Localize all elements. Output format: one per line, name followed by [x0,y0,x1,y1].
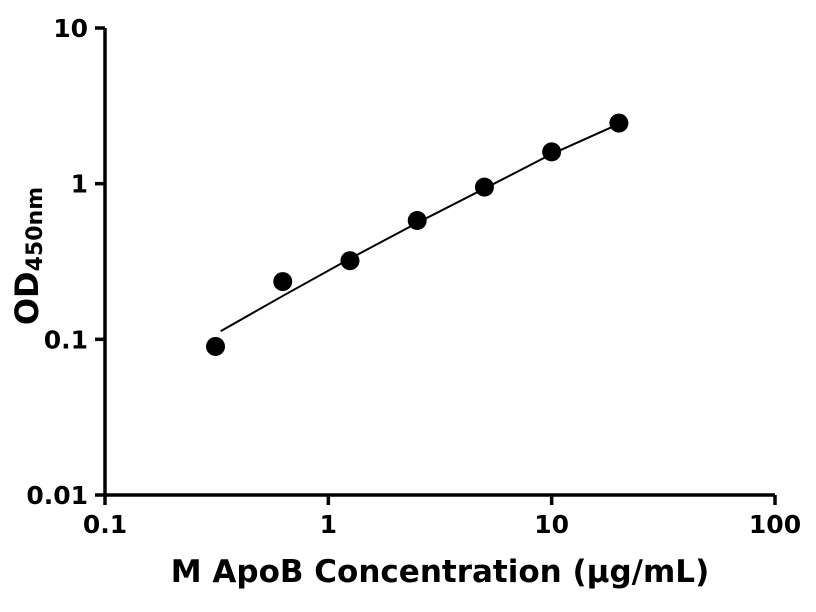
x-tick-label: 1 [320,510,337,539]
y-tick-label: 0.1 [44,325,88,354]
data-point [609,113,629,133]
data-point [206,336,226,356]
y-axis-title-main: OD [8,271,47,326]
y-axis-title: OD450nm [8,187,48,325]
y-tick-label: 1 [71,170,88,199]
data-point [474,177,494,197]
data-point [340,251,360,271]
x-axis-title: M ApoB Concentration (μg/mL) [170,554,710,590]
axis-lines [103,28,775,497]
y-axis-title-subscript: 450nm [22,186,48,272]
data-point [273,272,293,292]
x-tick-label: 0.1 [83,510,127,539]
y-tick-label: 10 [53,14,88,43]
data-point [542,142,562,162]
y-tick-label: 0.01 [26,481,88,510]
data-point [407,210,427,230]
x-tick-label: 100 [749,510,801,539]
x-tick-label: 10 [534,510,569,539]
